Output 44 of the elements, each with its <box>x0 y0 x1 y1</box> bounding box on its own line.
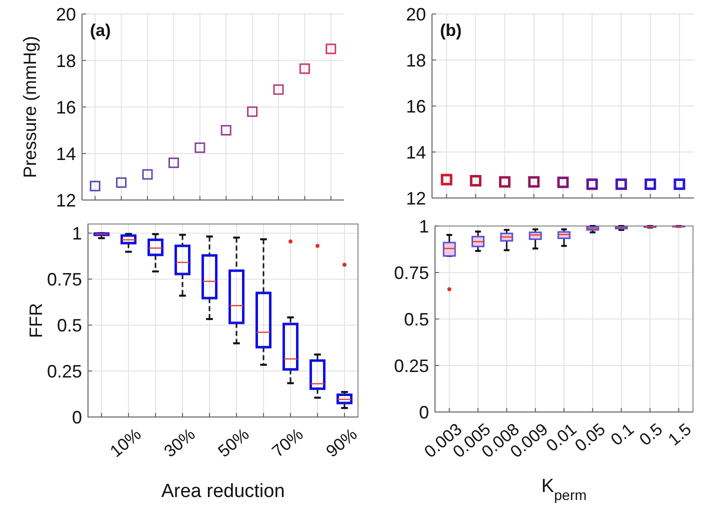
point <box>326 44 336 54</box>
y-tick-label: 1 <box>418 216 429 236</box>
x-tick-label: 70% <box>268 424 307 462</box>
y-tick-label: 18 <box>56 50 76 71</box>
x-tick-label: 90% <box>322 424 361 462</box>
point <box>142 169 153 180</box>
point <box>168 158 179 168</box>
y-tick-label: 0 <box>418 402 429 422</box>
y-axis-title: Pressure (mmHg) <box>20 36 40 178</box>
point <box>273 84 284 95</box>
annotation: (b) <box>440 21 462 40</box>
y-tick-label: 0.5 <box>404 309 429 330</box>
y-tick-label: 16 <box>406 96 426 116</box>
y-tick-label: 0.25 <box>46 361 82 382</box>
y-tick-label: 0 <box>72 407 82 428</box>
y-tick-label: 16 <box>56 97 76 118</box>
point <box>299 63 310 74</box>
y-tick-label: 0.5 <box>56 315 82 336</box>
y-tick-label: 12 <box>406 188 426 208</box>
x-tick-label: 50% <box>214 424 253 462</box>
x-tick-label: 10% <box>106 424 145 462</box>
point <box>247 106 258 117</box>
x-axis-title: K$_{perm}$ <box>541 476 587 504</box>
y-tick-label: 0.75 <box>394 262 429 283</box>
x-axis-title: Area reduction <box>161 481 285 502</box>
y-tick-label: 18 <box>406 50 426 70</box>
y-tick-label: 12 <box>56 190 76 210</box>
y-tick-label: 14 <box>56 144 76 164</box>
y-tick-label: 20 <box>56 4 76 24</box>
y-tick-label: 14 <box>406 142 426 162</box>
y-axis-title: FFR <box>26 303 46 338</box>
y-tick-label: 0.75 <box>46 269 82 290</box>
y-tick-label: 20 <box>406 4 426 24</box>
point <box>116 177 127 188</box>
point <box>90 180 100 192</box>
x-tick-label: 0.1 <box>607 420 638 450</box>
x-tick-label: 1.5 <box>664 420 695 450</box>
annotation: (a) <box>90 21 111 40</box>
y-tick-label: 1 <box>72 223 82 244</box>
y-tick-label: 0.25 <box>394 356 429 376</box>
x-tick-label: 0.5 <box>636 420 666 450</box>
point <box>220 125 232 136</box>
point <box>194 142 206 153</box>
x-tick-label: 30% <box>160 424 199 462</box>
